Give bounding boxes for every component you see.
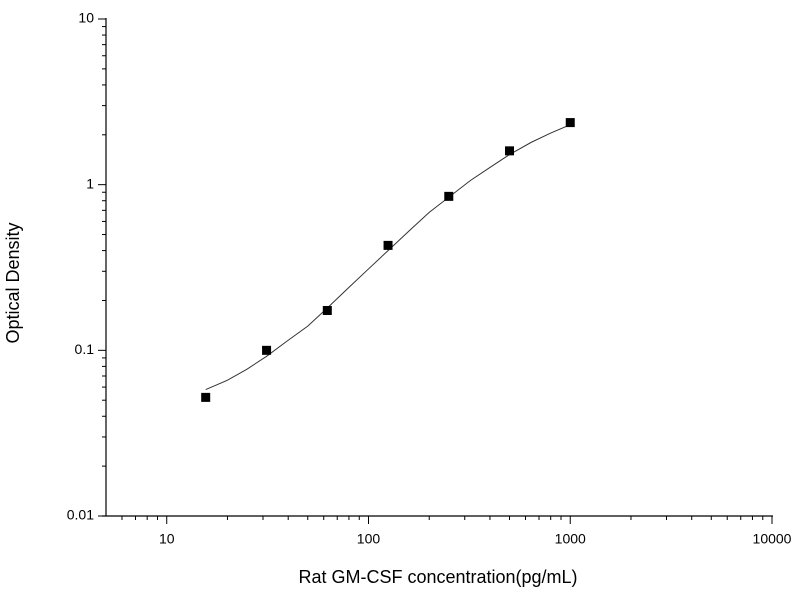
x-axis-title: Rat GM-CSF concentration(pg/mL) <box>298 567 577 587</box>
y-tick-label: 0.1 <box>75 341 95 357</box>
x-tick-label: 10000 <box>753 531 792 547</box>
point <box>565 118 575 128</box>
point <box>262 345 272 355</box>
point <box>201 392 211 402</box>
x-tick-label: 100 <box>357 531 381 547</box>
y-tick-label: 0.01 <box>67 507 94 523</box>
point <box>322 305 332 315</box>
point <box>444 191 454 201</box>
x-tick-label: 1000 <box>555 531 586 547</box>
fit-curve <box>205 124 571 390</box>
point <box>383 240 393 250</box>
y-tick-label: 1 <box>86 175 94 191</box>
point <box>505 146 515 156</box>
y-tick-label: 10 <box>78 10 94 26</box>
y-axis-title: Optical Density <box>3 222 23 343</box>
x-tick-label: 10 <box>159 531 175 547</box>
